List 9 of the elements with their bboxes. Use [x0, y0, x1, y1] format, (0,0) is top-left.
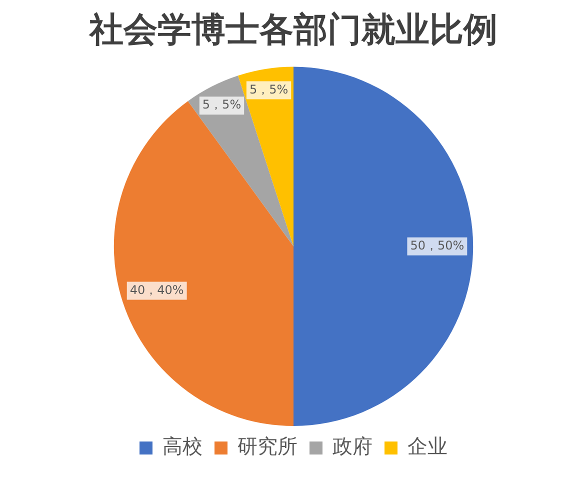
legend-label: 高校 [162, 434, 202, 458]
legend-label: 企业 [408, 434, 448, 458]
data-label: 50，50% [410, 238, 464, 253]
data-label: 40，40% [130, 282, 184, 297]
data-label: 5，5% [202, 98, 242, 112]
legend-label: 研究所 [238, 434, 298, 458]
legend-label: 政府 [332, 434, 372, 458]
data-label: 5，5% [249, 82, 288, 96]
chart-title: 社会学博士各部门就业比例 [88, 10, 498, 50]
